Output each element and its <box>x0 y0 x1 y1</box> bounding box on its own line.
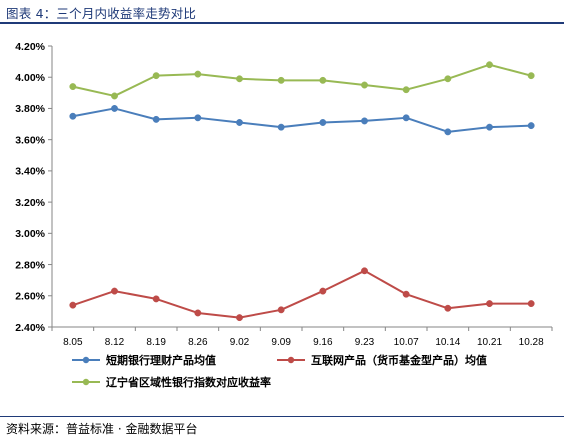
data-point <box>69 112 77 120</box>
series-line <box>72 107 532 133</box>
x-tick-label: 10.21 <box>477 337 502 348</box>
y-axis-ticks: 4.20% 4.00% 3.80% 3.60% 3.40% 3.20% 3.00% 2.80%… <box>15 41 52 334</box>
line-chart: 4.20% 4.00% 3.80% 3.60% 3.40% 3.20% 3.00% 2.80%… <box>15 41 553 348</box>
y-tick-label: 4.00% <box>15 72 45 84</box>
data-point <box>402 86 410 94</box>
y-tick-label: 3.60% <box>15 134 45 146</box>
data-point <box>444 75 452 83</box>
legend-item-series-3: 辽宁省区域性银行指数对应收益率 <box>72 374 271 390</box>
data-point <box>444 128 452 136</box>
data-point <box>152 115 160 123</box>
data-point <box>527 72 535 80</box>
legend-marker-2 <box>287 356 295 364</box>
data-point <box>194 114 202 122</box>
data-point <box>402 114 410 122</box>
y-tick-label: 3.20% <box>15 197 45 209</box>
legend-label-series-3: 辽宁省区域性银行指数对应收益率 <box>106 376 271 389</box>
data-point <box>111 287 118 295</box>
data-point <box>486 123 493 131</box>
series-2 <box>69 267 535 322</box>
data-point <box>111 104 118 112</box>
x-tick-label: 10.07 <box>394 337 419 348</box>
series-line <box>72 63 532 97</box>
data-point <box>361 81 368 89</box>
data-point <box>319 287 327 295</box>
data-point <box>527 122 535 130</box>
data-point <box>444 304 452 312</box>
legend-label-series-1: 短期银行理财产品均值 <box>106 354 216 367</box>
data-point <box>277 123 285 131</box>
data-point <box>236 119 243 126</box>
data-point <box>152 72 160 80</box>
y-tick-label: 3.40% <box>15 166 45 178</box>
chart-title: 图表 4：三个月内收益率走势对比 <box>6 6 197 21</box>
y-tick-label: 2.60% <box>15 291 45 303</box>
x-tick-label: 8.26 <box>188 337 208 348</box>
legend-label-series-2: 互联网产品（货币基金型产品）均值 <box>311 354 487 367</box>
series-line <box>72 269 532 319</box>
data-point <box>236 314 243 322</box>
legend-marker-3 <box>82 378 90 386</box>
y-tick-label: 3.00% <box>15 228 45 240</box>
data-point <box>152 295 160 303</box>
data-point <box>111 92 118 100</box>
series-3 <box>69 61 535 100</box>
data-point <box>486 300 493 308</box>
data-point <box>194 70 202 78</box>
x-tick-label: 8.19 <box>146 337 166 348</box>
series-1 <box>69 104 535 136</box>
legend-swatch-series-1 <box>72 356 100 364</box>
legend-swatch-series-2 <box>277 356 305 364</box>
x-tick-label: 9.09 <box>271 337 291 348</box>
data-point <box>69 83 77 91</box>
legend-swatch-series-3 <box>72 378 100 386</box>
data-point <box>319 76 327 84</box>
title-rule <box>0 22 564 24</box>
data-point <box>277 76 285 84</box>
x-tick-label: 8.12 <box>105 337 125 348</box>
x-tick-label: 10.28 <box>519 337 544 348</box>
source-note: 资料来源：普益标准 · 金融数据平台 <box>6 422 198 436</box>
x-axis-ticks: 8.05 8.12 8.19 8.26 9.02 9.09 9.16 9.23 10.07 10.… <box>51 327 553 348</box>
data-point <box>402 290 410 298</box>
x-tick-label: 9.16 <box>313 337 333 348</box>
y-tick-label: 4.20% <box>15 41 45 53</box>
y-tick-label: 2.40% <box>15 322 45 334</box>
legend-marker-1 <box>82 356 90 364</box>
legend-item-series-2: 互联网产品（货币基金型产品）均值 <box>277 352 487 368</box>
chart-axes <box>51 46 552 328</box>
data-point <box>527 300 535 308</box>
data-point <box>361 267 368 275</box>
chart-series <box>69 61 535 322</box>
data-point <box>69 301 77 309</box>
x-tick-label: 9.02 <box>230 337 250 348</box>
x-tick-label: 10.14 <box>435 337 460 348</box>
y-tick-label: 2.80% <box>15 259 45 271</box>
data-point <box>361 117 368 125</box>
footer-rule <box>0 416 564 417</box>
y-tick-label: 3.80% <box>15 103 45 115</box>
x-tick-label: 8.05 <box>63 337 83 348</box>
data-point <box>236 75 243 83</box>
data-point <box>277 306 285 314</box>
legend-item-series-1: 短期银行理财产品均值 <box>72 352 216 368</box>
data-point <box>194 309 202 317</box>
x-tick-label: 9.23 <box>355 337 375 348</box>
data-point <box>319 119 327 126</box>
data-point <box>486 61 493 69</box>
